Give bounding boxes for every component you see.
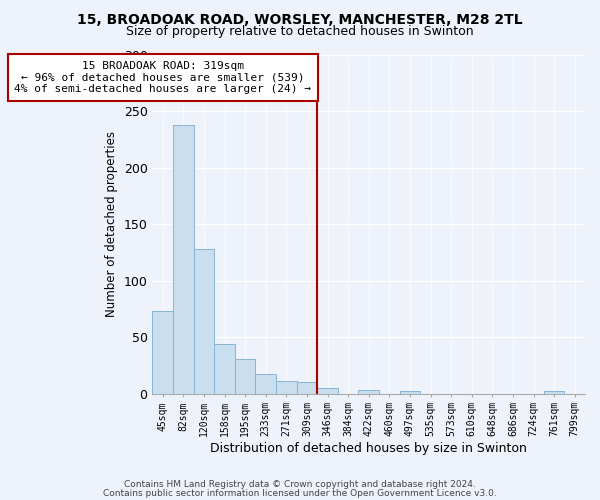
Text: Size of property relative to detached houses in Swinton: Size of property relative to detached ho… xyxy=(126,25,474,38)
Y-axis label: Number of detached properties: Number of detached properties xyxy=(105,132,118,318)
X-axis label: Distribution of detached houses by size in Swinton: Distribution of detached houses by size … xyxy=(210,442,527,455)
Bar xyxy=(152,311,173,394)
Bar xyxy=(317,388,338,394)
Bar xyxy=(276,381,296,394)
Bar xyxy=(173,125,194,394)
Text: Contains public sector information licensed under the Open Government Licence v3: Contains public sector information licen… xyxy=(103,488,497,498)
Text: 15, BROADOAK ROAD, WORSLEY, MANCHESTER, M28 2TL: 15, BROADOAK ROAD, WORSLEY, MANCHESTER, … xyxy=(77,12,523,26)
Bar xyxy=(214,344,235,394)
Bar xyxy=(296,382,317,394)
Bar xyxy=(358,390,379,394)
Text: 15 BROADOAK ROAD: 319sqm
← 96% of detached houses are smaller (539)
4% of semi-d: 15 BROADOAK ROAD: 319sqm ← 96% of detach… xyxy=(14,60,311,94)
Bar xyxy=(194,249,214,394)
Bar xyxy=(400,392,420,394)
Bar xyxy=(256,374,276,394)
Text: Contains HM Land Registry data © Crown copyright and database right 2024.: Contains HM Land Registry data © Crown c… xyxy=(124,480,476,489)
Bar xyxy=(235,358,256,394)
Bar xyxy=(544,392,565,394)
